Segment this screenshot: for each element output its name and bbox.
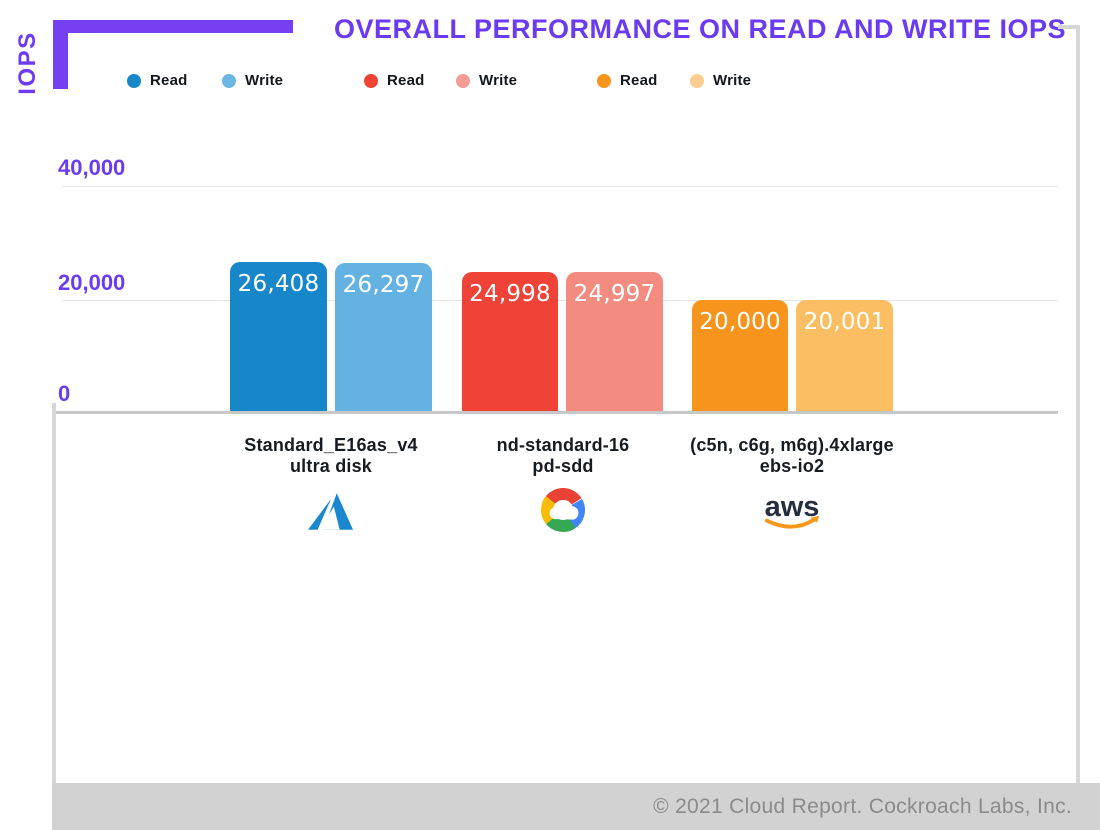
azure-logo <box>308 492 354 530</box>
bar-aws-read: 20,000 <box>692 300 788 411</box>
legend-label: Read <box>387 72 425 89</box>
bar-azure-write: 26,297 <box>335 263 432 411</box>
google-cloud-logo <box>541 488 585 532</box>
frame-line-right <box>1076 25 1080 783</box>
category-label: nd-standard-16 <box>496 435 630 455</box>
legend-dot-aws-write-icon <box>690 73 704 88</box>
bar-value-label: 24,998 <box>469 281 551 307</box>
bar-azure-read: 26,408 <box>230 262 327 411</box>
chart-title: OVERALL PERFORMANCE ON READ AND WRITE IO… <box>334 14 1067 44</box>
frame-line-left <box>52 403 56 783</box>
bar-aws-write: 20,001 <box>796 300 893 411</box>
gridline-20000 <box>62 300 1058 301</box>
bar-value-label: 26,297 <box>342 272 425 298</box>
category-aws: (c5n, c6g, m6g).4xlarge ebs-io2 aws <box>672 435 912 535</box>
legend-dot-azure-write-icon <box>222 73 236 88</box>
legend-item-azure-read: Read <box>127 72 187 89</box>
legend-dot-gcp-read-icon <box>364 73 378 88</box>
category-label: ultra disk <box>289 456 373 476</box>
ytick-20000: 20,000 <box>58 270 126 295</box>
ytick-0: 0 <box>58 381 71 406</box>
legend-item-gcp-read: Read <box>364 72 424 89</box>
purple-bracket-vertical <box>53 20 68 89</box>
footer-bar: © 2021 Cloud Report. Cockroach Labs, Inc… <box>52 783 1100 830</box>
category-azure: Standard_E16as_v4 ultra disk <box>211 435 451 535</box>
legend-item-aws-read: Read <box>597 72 657 89</box>
legend-label: Write <box>479 72 518 89</box>
purple-bracket-horizontal <box>53 20 293 33</box>
bar-value-label: 20,000 <box>699 309 781 335</box>
legend-item-azure-write: Write <box>222 72 283 89</box>
legend-label: Read <box>620 72 658 89</box>
legend-item-aws-write: Write <box>690 72 751 89</box>
bar-value-label: 24,997 <box>573 281 656 307</box>
category-label: (c5n, c6g, m6g).4xlarge <box>690 435 894 455</box>
bar-value-label: 26,408 <box>237 271 320 297</box>
category-label: ebs-io2 <box>759 456 825 476</box>
legend-dot-gcp-write-icon <box>456 73 470 88</box>
ytick-40000: 40,000 <box>58 155 126 180</box>
legend-item-gcp-write: Write <box>456 72 517 89</box>
category-gcp: nd-standard-16 pd-sdd <box>443 435 683 535</box>
bar-gcp-read: 24,998 <box>462 272 558 411</box>
category-label: pd-sdd <box>532 456 594 476</box>
legend-label: Write <box>245 72 284 89</box>
y-axis-title: IOPS <box>14 31 41 95</box>
copyright-text: © 2021 Cloud Report. Cockroach Labs, Inc… <box>653 794 1072 818</box>
category-label: Standard_E16as_v4 <box>244 435 418 455</box>
aws-logo-text: aws <box>765 491 820 523</box>
gridline-40000 <box>62 186 1058 187</box>
x-axis-baseline <box>56 411 1058 414</box>
bar-gcp-write: 24,997 <box>566 272 663 411</box>
frame-bracket-top-right <box>1058 25 1076 29</box>
aws-logo: aws <box>765 491 820 529</box>
legend-label: Read <box>150 72 188 89</box>
legend-dot-aws-read-icon <box>597 73 611 88</box>
bar-value-label: 20,001 <box>803 309 886 335</box>
legend-label: Write <box>713 72 752 89</box>
legend-dot-azure-read-icon <box>127 73 141 88</box>
